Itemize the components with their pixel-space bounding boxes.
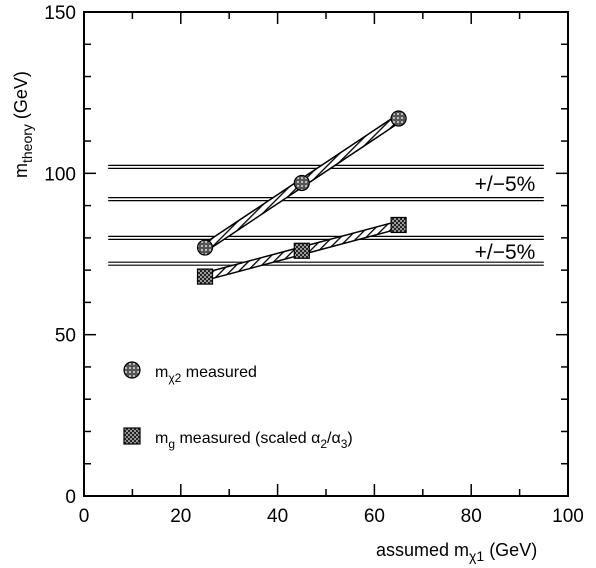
x-tick-label: 100 xyxy=(552,506,584,527)
y-axis-title-unit: (GeV) xyxy=(11,71,31,119)
data-point-square xyxy=(390,216,407,234)
x-tick-label: 20 xyxy=(170,506,191,527)
y-axis-title-main: m xyxy=(11,163,31,178)
legend-2-end: ) xyxy=(347,430,352,447)
data-point-circle xyxy=(293,174,310,192)
legend-2-mid: /α xyxy=(327,430,341,447)
y-tick-label: 0 xyxy=(65,487,76,508)
bands xyxy=(108,164,544,266)
data-point-circle xyxy=(390,110,407,127)
x-tick-label: 40 xyxy=(267,506,288,527)
x-axis-title-main: assumed m xyxy=(376,540,469,560)
y-tick-label: 150 xyxy=(44,3,76,24)
legend-2-sub: g xyxy=(168,437,175,451)
y-axis-title: mtheory (GeV) xyxy=(11,71,35,178)
y-axis-title-sub: theory xyxy=(19,124,35,163)
legend-marker-circle xyxy=(123,361,141,379)
band-label-2: +/−5% xyxy=(475,241,536,264)
legend-2-sub3: 3 xyxy=(341,437,348,451)
band-labels: +/−5% +/−5% xyxy=(475,173,536,264)
legend-2-sub2: 2 xyxy=(320,437,327,451)
data-point-circle xyxy=(196,239,214,256)
legend-label-2: mg measured (scaled α2/α3) xyxy=(155,430,353,451)
y-tick-label: 100 xyxy=(44,164,76,185)
tick-labels: 0 20 40 60 80 100 0 50 100 150 xyxy=(44,3,584,527)
legend-1-main: m xyxy=(155,364,168,381)
legend-1-sub: χ2 xyxy=(168,371,181,385)
ticks xyxy=(83,11,569,497)
x-tick-label: 80 xyxy=(461,506,482,527)
data-point-square xyxy=(293,242,310,259)
legend-2-rest: measured (scaled α xyxy=(175,430,320,447)
y-tick-label: 50 xyxy=(55,326,76,347)
x-tick-label: 0 xyxy=(79,506,90,527)
x-axis-title: assumed mχ1 (GeV) xyxy=(376,540,537,564)
legend-label-1: mχ2 measured xyxy=(155,364,257,385)
x-tick-label: 60 xyxy=(364,506,385,527)
legend-marker-square xyxy=(123,427,141,445)
band-label-1: +/−5% xyxy=(475,173,536,196)
legend-1-rest: measured xyxy=(181,364,257,381)
series xyxy=(196,110,407,285)
x-axis-title-sub: χ1 xyxy=(469,548,484,564)
legend: mχ2 measured mg measured (scaled α2/α3) xyxy=(123,361,353,451)
x-axis-title-unit: (GeV) xyxy=(489,540,537,560)
data-point-square xyxy=(196,268,214,285)
legend-2-main: m xyxy=(155,430,168,447)
